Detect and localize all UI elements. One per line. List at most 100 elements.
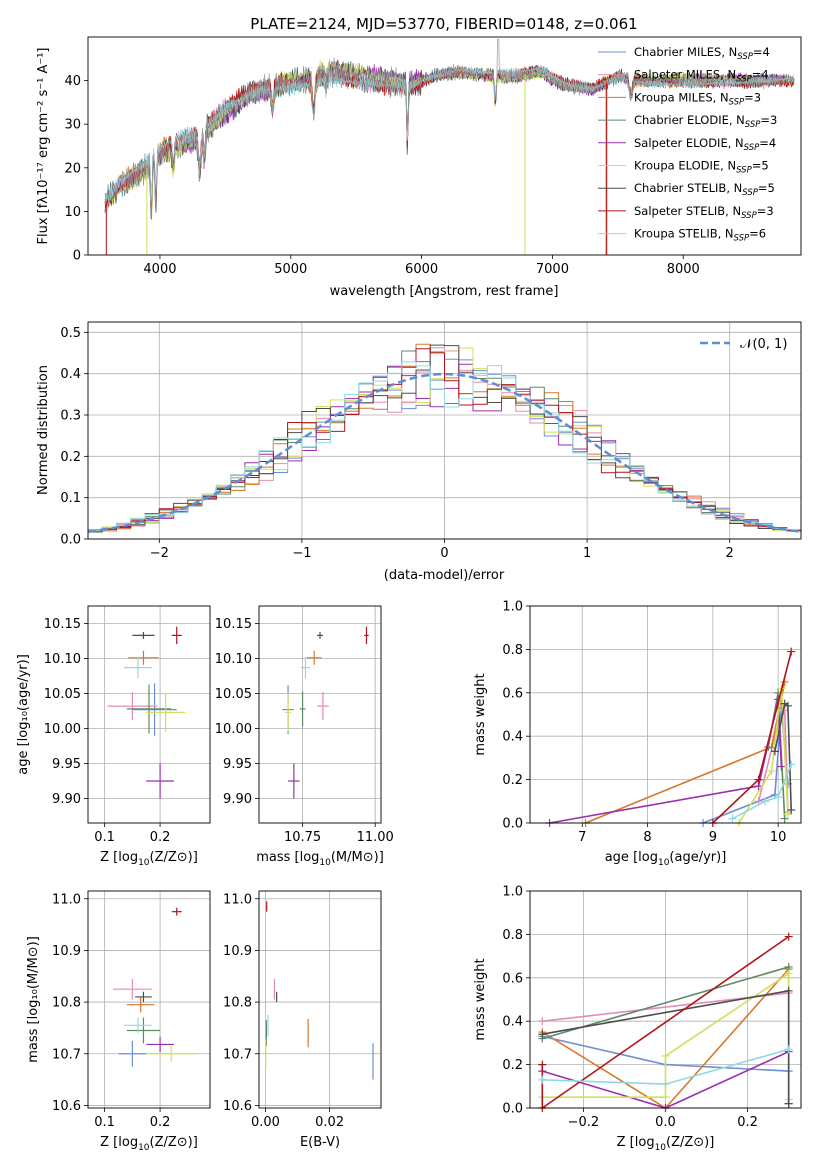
x-tick-label: 0.2 bbox=[150, 830, 171, 845]
x-tick-label: 0.00 bbox=[251, 1115, 280, 1130]
axes-frame bbox=[258, 890, 382, 1109]
y-tick-label: 0 bbox=[73, 249, 81, 264]
mass-weight-marker bbox=[661, 1093, 670, 1102]
axes-frame bbox=[258, 605, 382, 824]
mass-weight-marker bbox=[787, 760, 796, 769]
y-tick-label: 1.0 bbox=[502, 885, 523, 900]
x-tick-label: 8 bbox=[643, 830, 651, 845]
legend-label: Chabrier ELODIE, NSSP=3 bbox=[634, 113, 777, 130]
x-tick-label: 0.2 bbox=[150, 1115, 171, 1130]
mass-weight-marker bbox=[774, 792, 783, 801]
mass-weight-marker bbox=[777, 762, 786, 771]
y-tick-label: 10.7 bbox=[52, 1047, 81, 1062]
y-tick-label: 10.00 bbox=[215, 722, 252, 737]
legend-label: Salpeter ELODIE, NSSP=4 bbox=[634, 136, 776, 153]
legend-label: Kroupa MILES, NSSP=3 bbox=[634, 90, 761, 107]
y-tick-label: 0.0 bbox=[60, 533, 81, 548]
mass-weight-marker bbox=[538, 1017, 547, 1026]
x-axis-label: age [log10(age/yr)] bbox=[605, 850, 727, 868]
mass-weight-marker bbox=[538, 1060, 547, 1069]
spectrum-panel: 4000 5000 6000 7000 8000 0 10 20 30 40 wavelength … bbox=[36, 36, 802, 299]
x-axis-label: Z [log10(Z/Z⊙)] bbox=[100, 1135, 198, 1153]
mass-weight-marker bbox=[728, 814, 737, 823]
y-tick-label: 10.6 bbox=[223, 1099, 252, 1114]
mass-weight-line bbox=[774, 702, 792, 811]
x-tick-label: 0.1 bbox=[94, 1115, 115, 1130]
y-tick-label: 0.3 bbox=[60, 409, 81, 424]
x-tick-label: −0.2 bbox=[568, 1115, 600, 1130]
y-tick-label: 0.4 bbox=[502, 1015, 523, 1030]
residual-histogram-panel: −2 −1 0 1 2 0.0 0.1 0.2 0.3 0.4 0.5 (data-model)/er… bbox=[36, 321, 802, 583]
x-tick-label: 6000 bbox=[405, 262, 438, 277]
axes-frame bbox=[87, 890, 211, 1109]
y-tick-label: 0.2 bbox=[60, 450, 81, 465]
x-tick-label: −2 bbox=[150, 546, 169, 561]
y-tick-label: 10.8 bbox=[52, 996, 81, 1011]
x-tick-label: 0.1 bbox=[94, 830, 115, 845]
x-tick-label: 4000 bbox=[143, 262, 176, 277]
legend-label: Salpeter MILES, NSSP=4 bbox=[634, 68, 769, 85]
y-tick-label: 10.15 bbox=[44, 617, 81, 632]
y-axis-label: mass [log₁₀(M/M⊙)] bbox=[26, 936, 41, 1063]
mass-weight-marker bbox=[787, 647, 796, 656]
x-axis-label: E(B-V) bbox=[300, 1135, 340, 1150]
x-axis-label: (data-model)/error bbox=[384, 568, 505, 583]
mass-vs-ebv-panel: 0.00 0.02 10.6 10.7 10.8 10.9 11.0 E(B-V) bbox=[223, 890, 382, 1150]
mass-weight-marker bbox=[784, 1099, 793, 1108]
legend-label: Chabrier MILES, NSSP=4 bbox=[634, 45, 770, 62]
mass-weight-marker bbox=[754, 775, 763, 784]
x-axis-label: wavelength [Angstrom, rest frame] bbox=[330, 284, 559, 299]
y-tick-label: 10.9 bbox=[52, 944, 81, 959]
legend-label: Chabrier STELIB, NSSP=5 bbox=[634, 181, 775, 198]
x-tick-label: 2 bbox=[726, 546, 734, 561]
mass-weight-marker bbox=[784, 932, 793, 941]
y-tick-label: 9.95 bbox=[223, 757, 252, 772]
y-axis-label: Normed distribution bbox=[36, 365, 51, 495]
y-tick-label: 10.10 bbox=[215, 652, 252, 667]
y-axis-label: age [log₁₀(age/yr)] bbox=[16, 654, 31, 775]
x-tick-label: 9 bbox=[709, 830, 717, 845]
x-tick-label: 7 bbox=[578, 830, 586, 845]
mass-weight-vs-age-panel: 7 8 9 10 0.0 0.2 0.4 0.6 0.8 1.0 age [log10(age/yr… bbox=[473, 600, 802, 868]
mass-weight-marker bbox=[761, 797, 770, 806]
mass-weight-marker bbox=[767, 766, 776, 775]
mass-weight-marker bbox=[780, 814, 789, 823]
y-tick-label: 10.00 bbox=[44, 722, 81, 737]
mass-weight-marker bbox=[538, 1075, 547, 1084]
mass-weight-marker bbox=[783, 810, 792, 819]
mass-weight-marker bbox=[661, 1080, 670, 1089]
x-tick-label: −1 bbox=[292, 546, 311, 561]
y-tick-label: 0.6 bbox=[502, 686, 523, 701]
x-tick-label: 8000 bbox=[667, 262, 700, 277]
axes-frame bbox=[87, 321, 802, 540]
mass-weight-marker bbox=[538, 1030, 547, 1039]
mass-weight-line bbox=[732, 764, 792, 820]
y-tick-label: 1.0 bbox=[502, 600, 523, 615]
y-tick-label: 0.2 bbox=[502, 773, 523, 788]
legend-label: 𝒩(0, 1) bbox=[740, 337, 787, 352]
y-tick-label: 10 bbox=[64, 205, 81, 220]
y-tick-label: 0.1 bbox=[60, 491, 81, 506]
figure-title: PLATE=2124, MJD=53770, FIBERID=0148, z=0… bbox=[250, 15, 637, 33]
mass-weight-marker bbox=[784, 986, 793, 995]
x-tick-label: 5000 bbox=[274, 262, 307, 277]
x-tick-label: 11.00 bbox=[357, 830, 394, 845]
y-tick-label: 9.90 bbox=[52, 792, 81, 807]
mass-weight-marker bbox=[784, 1045, 793, 1054]
y-tick-label: 30 bbox=[64, 118, 81, 133]
y-axis-label: mass weight bbox=[473, 673, 488, 755]
x-axis-label: Z [log10(Z/Z⊙)] bbox=[617, 1135, 715, 1153]
axes-frame bbox=[87, 605, 211, 824]
x-tick-label: 1 bbox=[583, 546, 591, 561]
y-tick-label: 9.95 bbox=[52, 757, 81, 772]
x-tick-label: 10.75 bbox=[284, 830, 321, 845]
y-tick-label: 9.90 bbox=[223, 792, 252, 807]
y-tick-label: 11.0 bbox=[223, 892, 252, 907]
mass-weight-marker bbox=[770, 747, 779, 756]
x-tick-label: 0.0 bbox=[655, 1115, 676, 1130]
y-tick-label: 0.2 bbox=[502, 1058, 523, 1073]
mass-weight-marker bbox=[784, 969, 793, 978]
y-tick-label: 0.6 bbox=[502, 971, 523, 986]
y-tick-label: 0.4 bbox=[60, 367, 81, 382]
